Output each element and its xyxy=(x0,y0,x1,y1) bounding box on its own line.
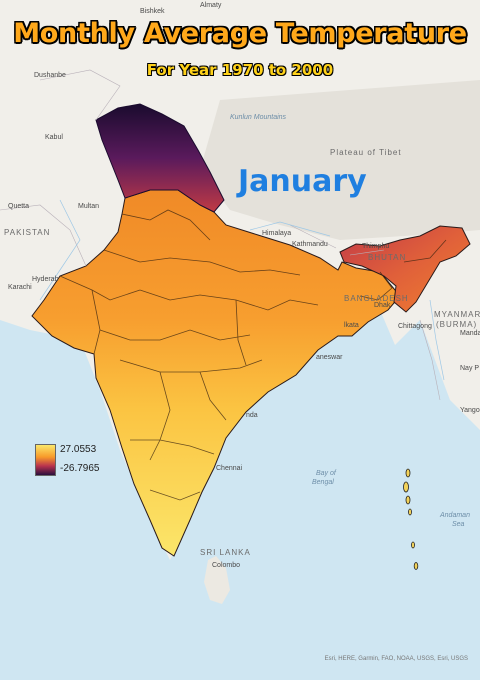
place-kunlun: Kunlun Mountains xyxy=(230,114,287,121)
place-bay-of: Bay of xyxy=(316,470,336,477)
place-colombo: Colombo xyxy=(212,562,241,569)
northeast-region xyxy=(339,225,471,313)
place-chennai: Chennai xyxy=(216,465,243,472)
place-thimphu: Thimphu xyxy=(362,243,390,250)
tibet-plateau xyxy=(200,80,480,240)
kashmir-cold-region xyxy=(95,103,225,213)
place-plateau-tibet: Plateau of Tibet xyxy=(330,148,402,157)
place-kabul: Kabul xyxy=(45,134,63,141)
place-bishkek: Bishkek xyxy=(140,8,165,15)
place-andaman-sea: Andaman xyxy=(440,512,470,519)
legend-max-value: 27.0553 xyxy=(60,444,97,455)
place-multan: Multan xyxy=(78,203,100,210)
india-temperature-surface xyxy=(31,189,401,557)
map-attribution: Esri, HERE, Garmin, FAO, NOAA, USGS, Esr… xyxy=(324,656,468,662)
place-andaman-sea-2: Sea xyxy=(452,521,465,528)
place-bhutan: BHUTAN xyxy=(368,253,407,262)
country-borders xyxy=(0,69,441,401)
place-quetta: Quetta xyxy=(8,203,30,210)
place-bangladesh: BANGLADESH xyxy=(344,294,409,303)
place-karachi: Karachi xyxy=(8,284,32,291)
map-title: Monthly Average Temperature xyxy=(13,18,467,49)
place-sri-lanka: SRI LANKA xyxy=(200,548,251,557)
place-bengal: Bengal xyxy=(312,479,334,486)
sri-lanka-shape xyxy=(204,556,230,604)
temperature-legend-bar xyxy=(35,444,56,476)
state-boundaries xyxy=(59,209,447,501)
place-himalaya: Himalaya xyxy=(262,230,292,237)
map-subtitle: For Year 1970 to 2000 xyxy=(146,61,334,79)
andaman-islands xyxy=(403,468,419,570)
place-mandalay: Manda xyxy=(460,330,480,337)
place-bhubaneswar: aneswar xyxy=(316,354,343,361)
place-hyderabad: Hyderab xyxy=(32,276,59,283)
place-kathmandu: Kathmandu xyxy=(292,241,328,248)
rivers xyxy=(39,199,445,381)
place-kolkata: lkata xyxy=(344,322,359,329)
place-dushanbe: Dushanbe xyxy=(34,72,66,79)
place-chittagong: Chittagong xyxy=(398,323,432,330)
place-burma: (BURMA) xyxy=(436,320,478,329)
place-pakistan: PAKISTAN xyxy=(4,228,51,237)
place-vishakhapatnam: nda xyxy=(246,412,258,419)
legend-min-value: -26.7965 xyxy=(60,463,100,474)
place-myanmar: MYANMAR xyxy=(434,310,480,319)
place-almaty: Almaty xyxy=(200,2,222,9)
place-yangon: Yango xyxy=(460,407,480,414)
place-dhaka: Dhak xyxy=(374,302,391,309)
place-naypyidaw: Nay P xyxy=(460,365,480,372)
month-label: January xyxy=(238,164,367,199)
